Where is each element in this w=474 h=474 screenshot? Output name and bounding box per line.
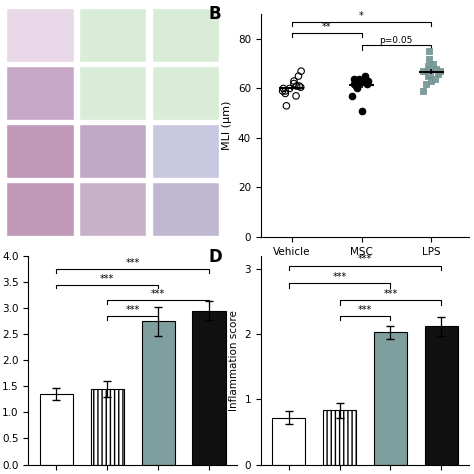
FancyBboxPatch shape: [152, 124, 219, 178]
Text: p=0.05: p=0.05: [380, 36, 413, 45]
Text: 10x: 10x: [32, 0, 50, 2]
Text: ***: ***: [126, 305, 140, 315]
Bar: [272, 418, 305, 465]
Point: [427, 70, 434, 77]
Text: 20x: 20x: [105, 0, 123, 2]
Point: [432, 65, 439, 73]
Y-axis label: MLI (μm): MLI (μm): [222, 101, 232, 150]
Point: [356, 75, 363, 82]
FancyBboxPatch shape: [6, 182, 74, 236]
Point: [351, 75, 358, 82]
Bar: [91, 389, 124, 465]
Y-axis label: Inflammation score: Inflammation score: [229, 310, 239, 410]
FancyBboxPatch shape: [79, 66, 146, 120]
FancyBboxPatch shape: [152, 8, 219, 62]
Point: [295, 73, 302, 80]
FancyBboxPatch shape: [6, 66, 74, 120]
Point: [295, 82, 303, 90]
Point: [365, 77, 372, 85]
Point: [426, 65, 433, 73]
Point: [297, 67, 305, 75]
Text: *: *: [359, 11, 364, 21]
Text: ***: ***: [332, 272, 346, 282]
Point: [419, 67, 427, 75]
Point: [279, 87, 286, 95]
Point: [353, 85, 361, 92]
Point: [362, 77, 370, 85]
Point: [434, 70, 441, 77]
Point: [428, 77, 435, 85]
Point: [292, 92, 300, 100]
Point: [361, 73, 368, 80]
Text: B: B: [209, 5, 221, 23]
Point: [355, 80, 362, 87]
Text: ***: ***: [358, 305, 372, 315]
Bar: [192, 311, 226, 465]
FancyBboxPatch shape: [152, 182, 219, 236]
Point: [419, 87, 427, 95]
Point: [280, 85, 287, 92]
Point: [429, 60, 437, 67]
Bar: [323, 410, 356, 465]
Text: D: D: [209, 247, 222, 265]
Point: [425, 73, 432, 80]
Text: ***: ***: [383, 289, 398, 299]
FancyBboxPatch shape: [79, 8, 146, 62]
Point: [425, 55, 433, 63]
Bar: [142, 321, 175, 465]
FancyBboxPatch shape: [79, 182, 146, 236]
Point: [431, 75, 439, 82]
Point: [353, 82, 360, 90]
Point: [290, 77, 298, 85]
Point: [360, 77, 367, 85]
FancyBboxPatch shape: [79, 124, 146, 178]
Point: [283, 102, 290, 109]
Text: 40x: 40x: [177, 0, 195, 2]
Point: [290, 80, 298, 87]
Point: [426, 47, 433, 55]
Point: [282, 87, 289, 95]
Bar: [425, 326, 458, 465]
Point: [425, 63, 432, 70]
FancyBboxPatch shape: [152, 66, 219, 120]
Point: [422, 80, 429, 87]
Point: [436, 67, 444, 75]
FancyBboxPatch shape: [6, 124, 74, 178]
Point: [293, 82, 301, 90]
Text: ***: ***: [358, 255, 372, 264]
FancyBboxPatch shape: [6, 8, 74, 62]
Point: [358, 107, 366, 115]
Point: [350, 80, 358, 87]
Point: [348, 92, 356, 100]
Text: ***: ***: [126, 258, 140, 268]
Text: ***: ***: [151, 289, 165, 299]
Point: [297, 83, 305, 91]
Text: ***: ***: [100, 273, 114, 283]
Bar: [374, 332, 407, 465]
Point: [286, 85, 293, 92]
Bar: [40, 394, 73, 465]
Point: [364, 80, 371, 87]
Point: [282, 90, 289, 97]
Text: **: **: [322, 22, 331, 32]
